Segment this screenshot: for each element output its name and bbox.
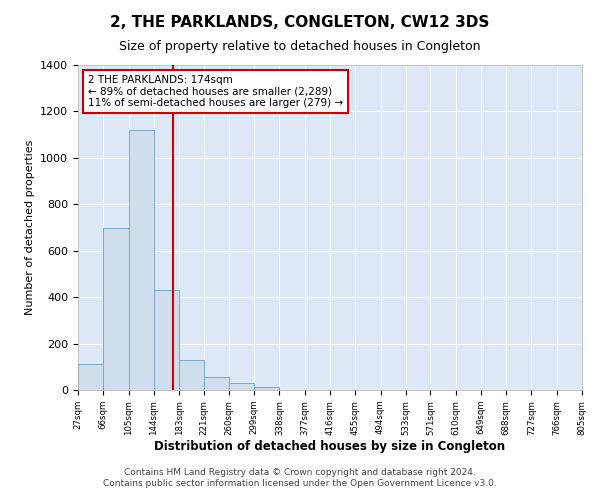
Bar <box>128 130 154 390</box>
Y-axis label: Number of detached properties: Number of detached properties <box>25 140 35 315</box>
Text: 2 THE PARKLANDS: 174sqm
← 89% of detached houses are smaller (2,289)
11% of semi: 2 THE PARKLANDS: 174sqm ← 89% of detache… <box>88 74 343 108</box>
X-axis label: Distribution of detached houses by size in Congleton: Distribution of detached houses by size … <box>154 440 506 453</box>
Bar <box>78 364 103 390</box>
Text: Contains HM Land Registry data © Crown copyright and database right 2024.
Contai: Contains HM Land Registry data © Crown c… <box>103 468 497 487</box>
Bar <box>179 360 203 390</box>
Bar <box>203 377 229 390</box>
Text: Size of property relative to detached houses in Congleton: Size of property relative to detached ho… <box>119 40 481 53</box>
Bar <box>229 383 254 390</box>
Bar <box>254 386 280 390</box>
Bar <box>103 228 128 390</box>
Text: 2, THE PARKLANDS, CONGLETON, CW12 3DS: 2, THE PARKLANDS, CONGLETON, CW12 3DS <box>110 15 490 30</box>
Bar <box>154 290 179 390</box>
